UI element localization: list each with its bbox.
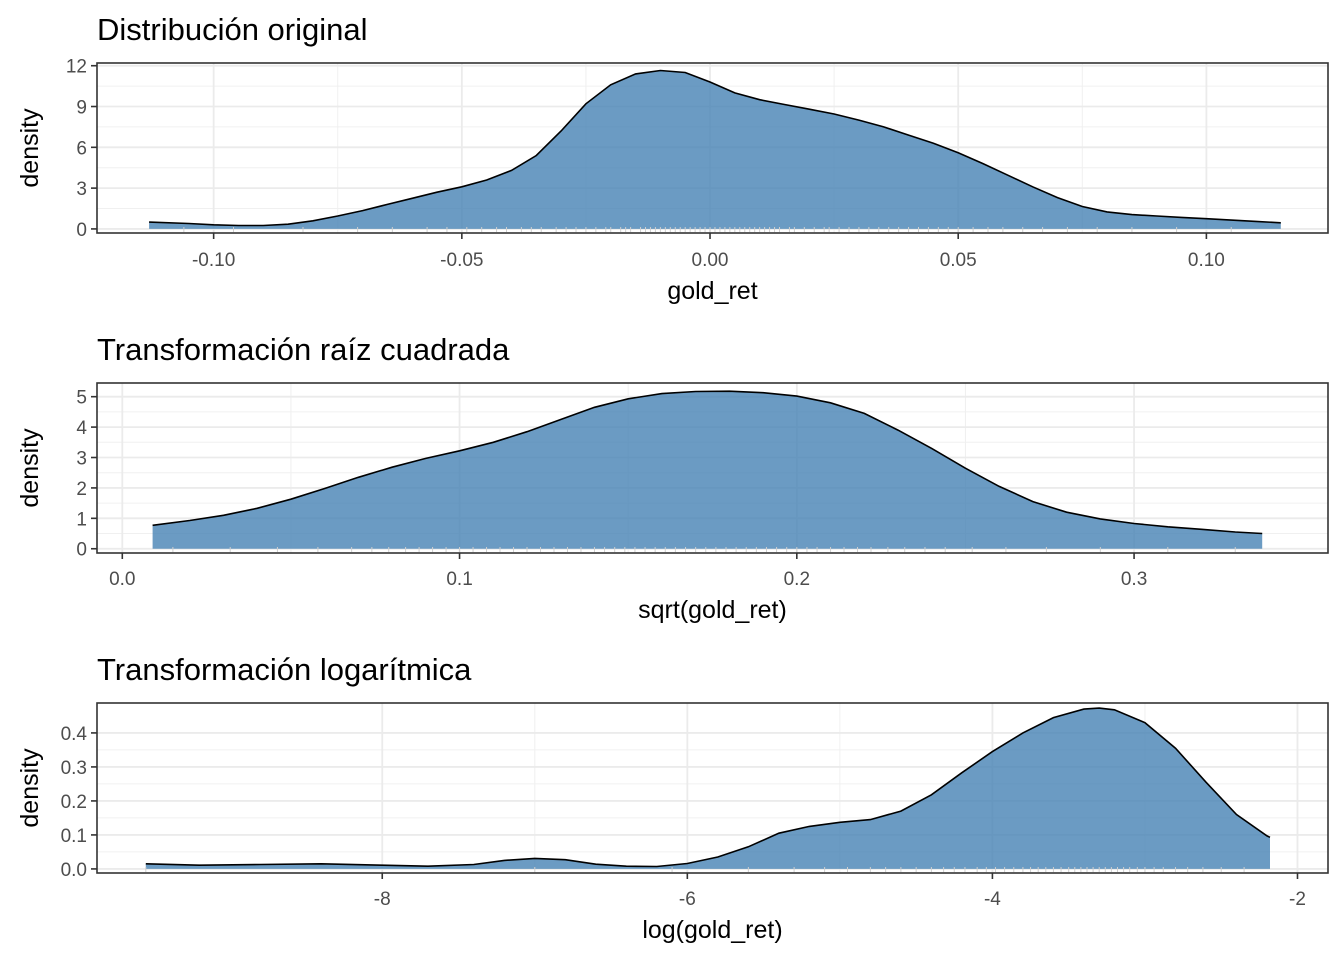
x-axis-title: gold_ret [667, 277, 757, 305]
y-tick-label: 5 [76, 388, 87, 409]
y-tick-label: 0.1 [61, 826, 87, 847]
x-tick-label: -8 [374, 889, 391, 910]
x-tick-label: -0.10 [192, 250, 235, 271]
y-tick-label: 0 [76, 540, 87, 561]
x-tick-label: -0.05 [440, 250, 483, 271]
x-tick-label: 0.00 [692, 250, 729, 271]
panel-border [96, 702, 1329, 874]
y-tick-label: 1 [76, 509, 87, 530]
y-tick-label: 0 [76, 220, 87, 241]
x-tick-label: -2 [1289, 889, 1306, 910]
y-tick-label: 9 [76, 98, 87, 119]
chart-title: Transformación raíz cuadrada [97, 332, 510, 367]
panel-border [96, 382, 1329, 554]
panel-3: 0.0 0.1 0.2 0.3 0.4 -8 -6 -4 -2 Transformación lo… [16, 652, 1329, 944]
y-tick-label: 2 [76, 479, 87, 500]
x-tick-label: 0.1 [446, 569, 472, 590]
density-area [152, 391, 1263, 549]
density-area [149, 70, 1281, 229]
y-axis-title: density [16, 428, 44, 508]
y-tick-label: 0.3 [61, 758, 87, 779]
x-tick-label: 0.2 [784, 569, 810, 590]
x-tick-label: 0.10 [1188, 250, 1225, 271]
panel-1: 0 3 6 9 12 -0.10 -0.05 0.00 0.05 0.10 Distribución… [16, 12, 1329, 305]
y-tick-label: 0.4 [61, 724, 88, 745]
x-tick-label: -6 [679, 889, 696, 910]
y-axis-title: density [16, 108, 44, 188]
density-line [152, 390, 1263, 535]
chart-title: Distribución original [97, 12, 368, 47]
y-tick-label: 6 [76, 138, 87, 159]
chart-title: Transformación logarítmica [97, 652, 472, 687]
y-axis-title: density [16, 748, 44, 828]
x-tick-label: 0.3 [1121, 569, 1147, 590]
x-tick-label: 0.0 [109, 569, 135, 590]
y-tick-label: 3 [76, 179, 87, 200]
x-tick-label: 0.05 [940, 250, 977, 271]
density-area [145, 708, 1270, 869]
density-line [145, 707, 1271, 868]
y-tick-label: 3 [76, 449, 87, 470]
y-tick-label: 0.2 [61, 792, 87, 813]
y-tick-label: 0.0 [61, 860, 87, 881]
x-axis-title: sqrt(gold_ret) [638, 596, 787, 624]
x-axis-title: log(gold_ret) [642, 916, 782, 944]
y-tick-label: 12 [66, 57, 87, 78]
density-line [149, 69, 1281, 227]
panel-2: 0 1 2 3 4 5 0.0 0.1 0.2 0.3 Transformación raíz cu… [16, 332, 1329, 624]
y-tick-label: 4 [76, 418, 87, 439]
x-tick-label: -4 [984, 889, 1001, 910]
